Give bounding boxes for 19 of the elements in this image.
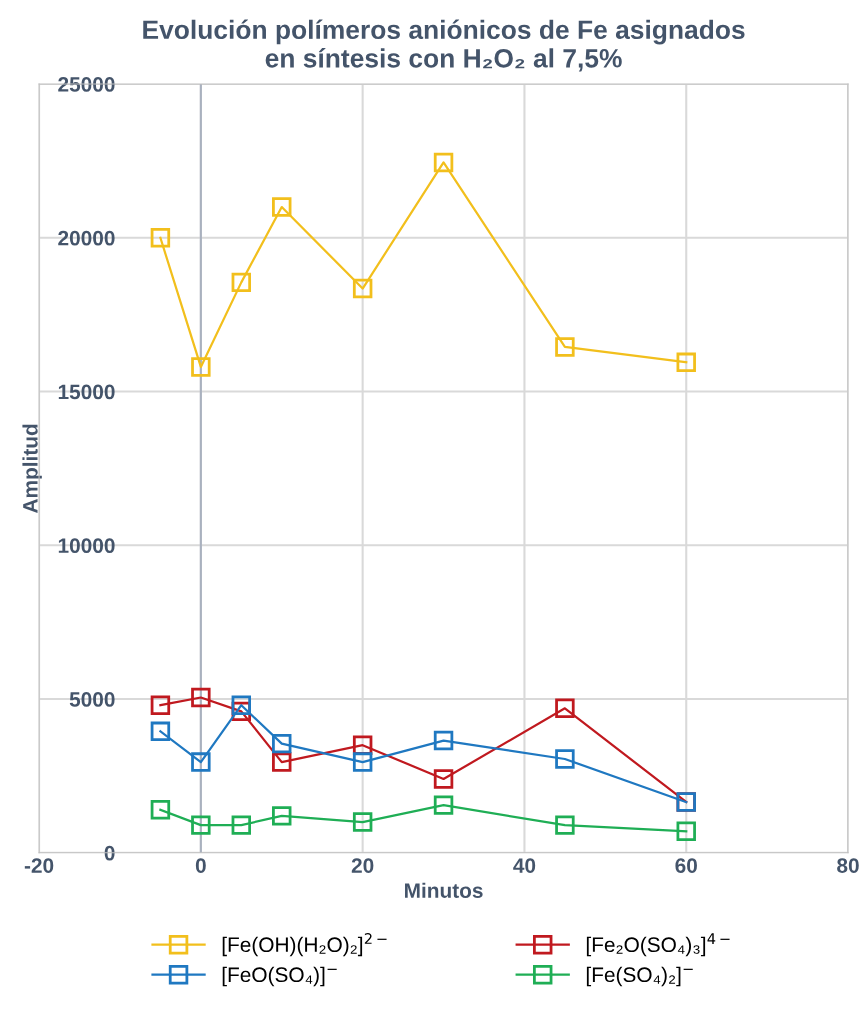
y-axis-title: Amplitud xyxy=(22,424,42,514)
y-tick-label: 0 xyxy=(104,845,115,861)
chart-title: Evolución polímeros aniónicos de Fe asignados en síntesis con H₂O₂ al 7,5% xyxy=(143,19,745,72)
legend-label: [Fe(SO₄)₂]$^{−}$ xyxy=(586,966,693,987)
x-tick-label: 60 xyxy=(675,858,697,873)
y-tick-label: 25000 xyxy=(58,77,115,92)
x-tick-label: 80 xyxy=(837,858,859,873)
x-tick-label: 40 xyxy=(513,858,536,873)
x-tick-label: -20 xyxy=(24,858,54,873)
x-axis-title: Minutos xyxy=(405,882,483,898)
x-tick-label: 20 xyxy=(351,858,374,873)
legend-label: [FeO(SO₄)]$^{−}$ xyxy=(222,966,337,987)
y-tick-label: 20000 xyxy=(58,230,115,246)
y-tick-label: 10000 xyxy=(58,538,115,554)
x-tick-label: 0 xyxy=(195,858,206,873)
y-tick-label: 15000 xyxy=(58,384,115,400)
legend-label: [Fe₂O(SO₄)₃]$^{4−}$ xyxy=(586,933,730,957)
legend-label: [Fe(OH)(H₂O)₂]$^{2−}$ xyxy=(222,933,387,957)
y-tick-label: 5000 xyxy=(69,692,115,707)
